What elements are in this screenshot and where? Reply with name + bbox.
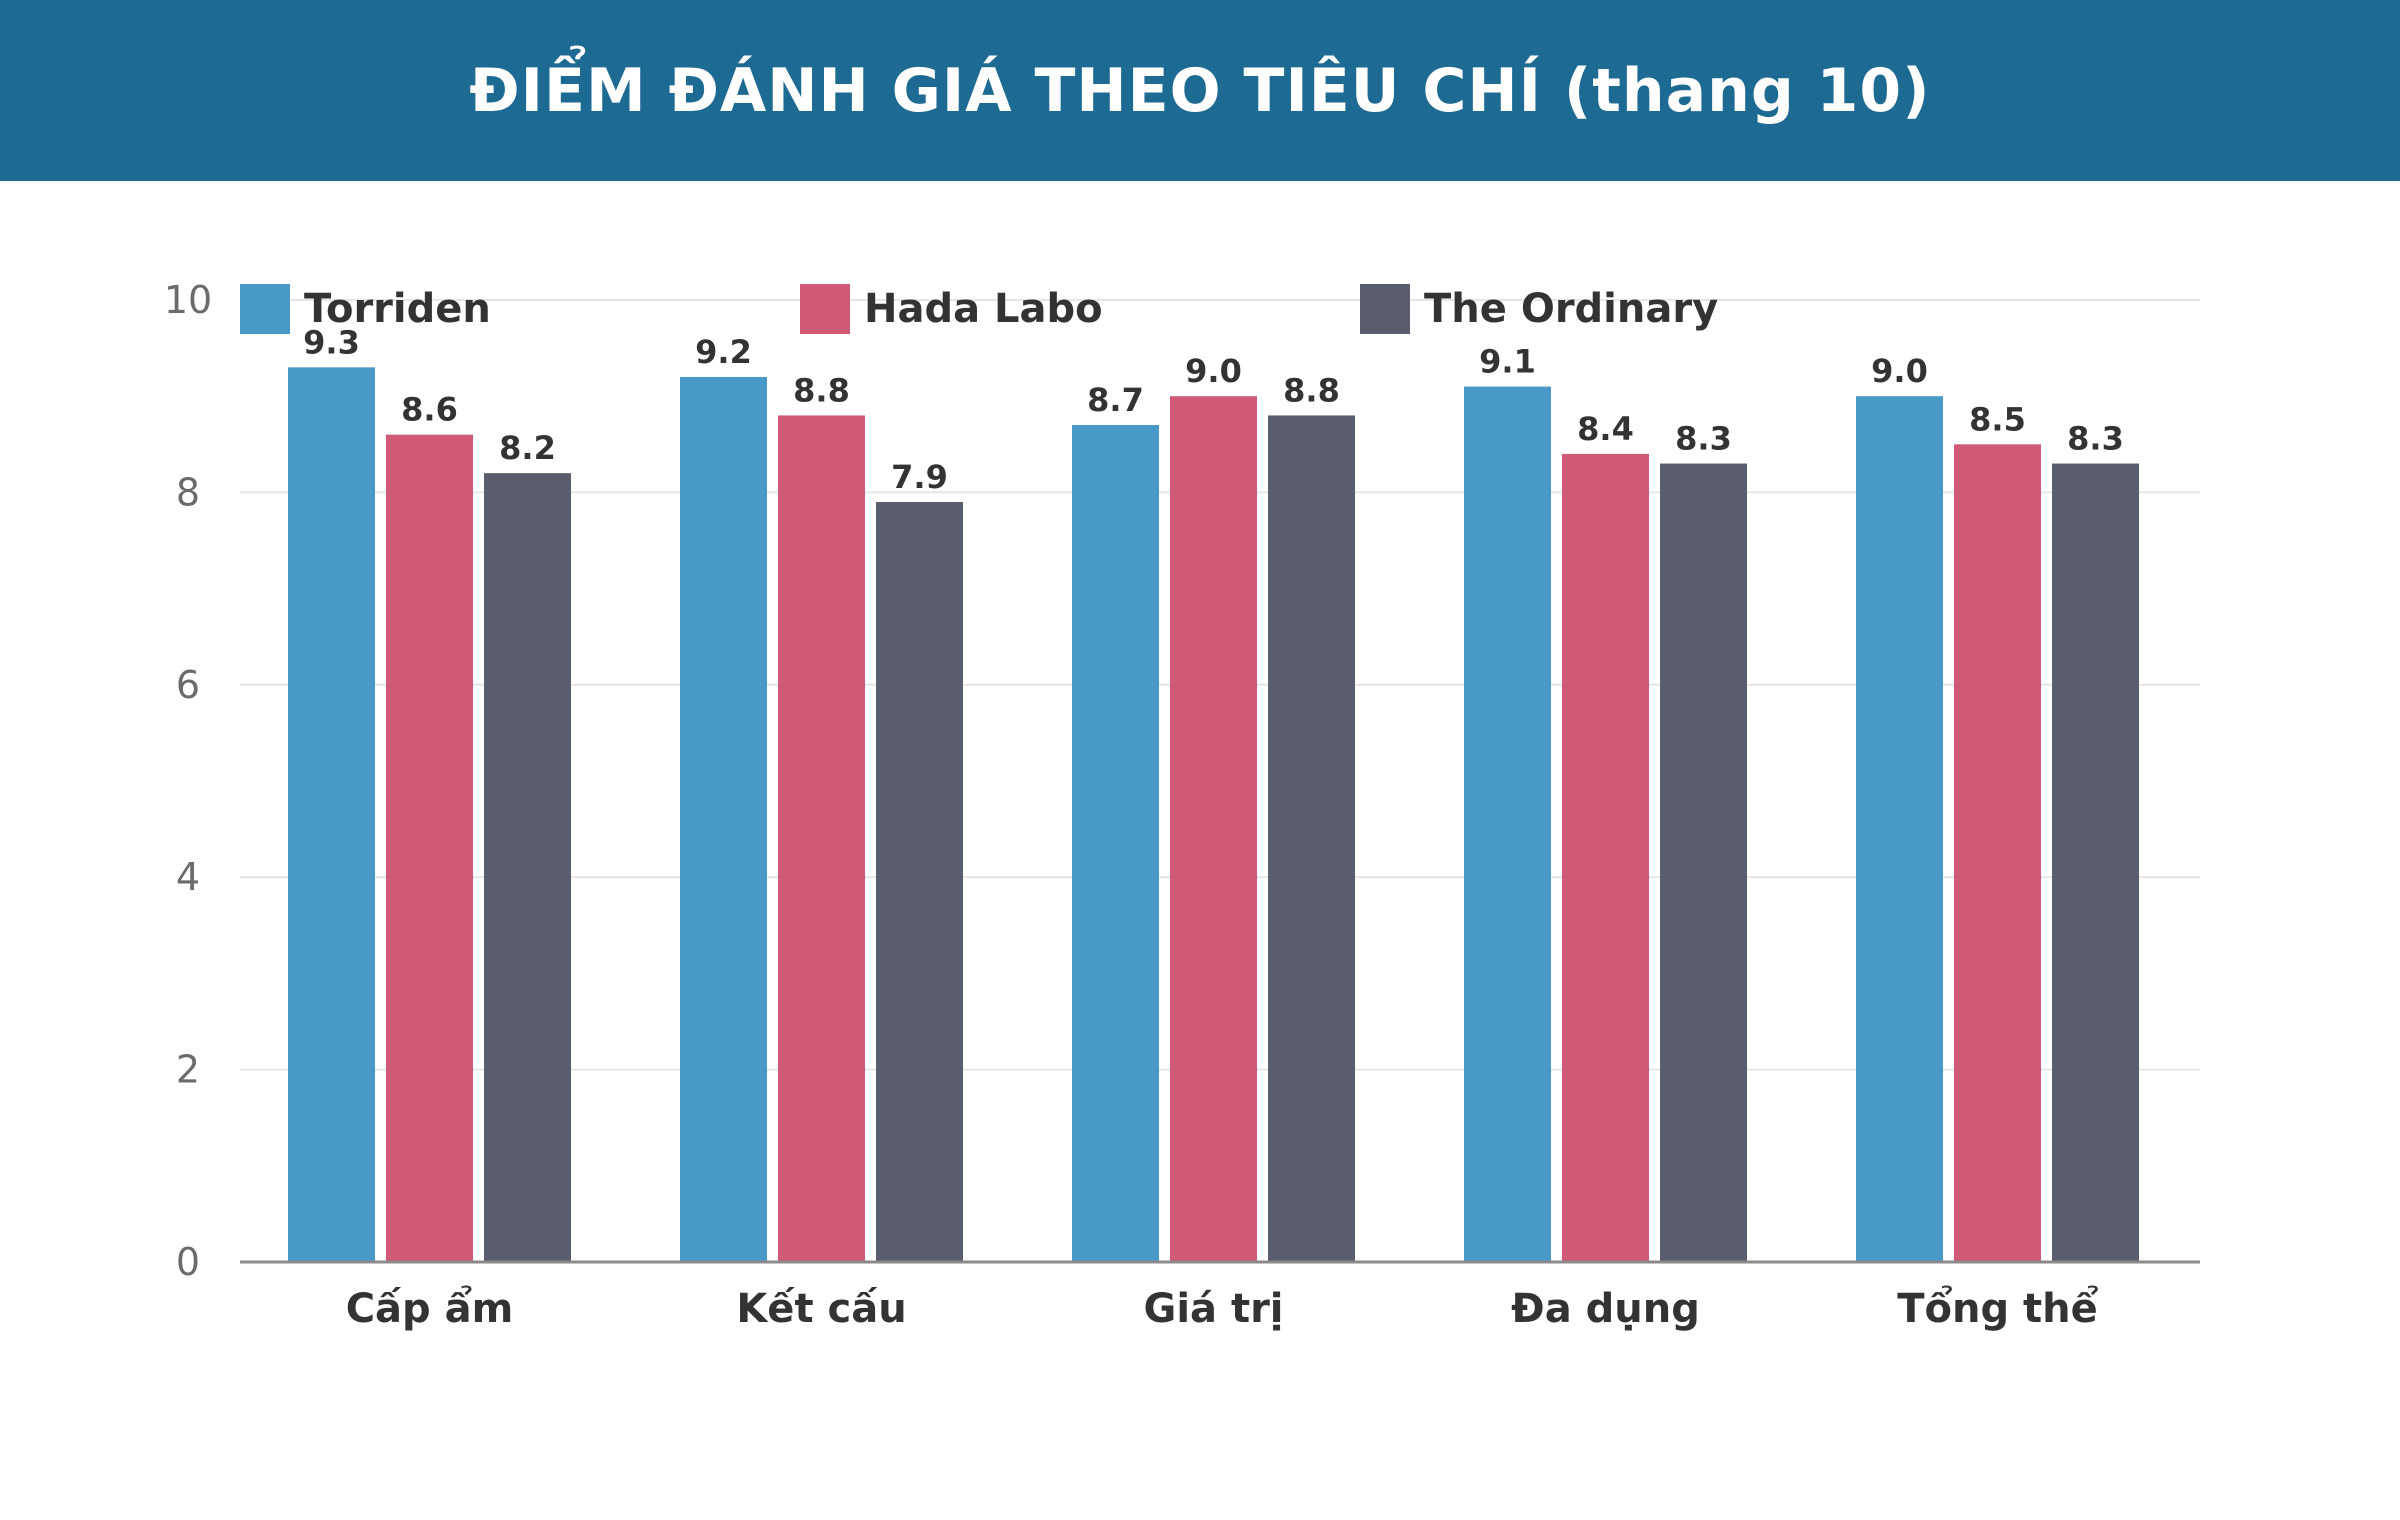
bar — [1660, 463, 1747, 1262]
bar — [778, 415, 865, 1262]
chart-title: ĐIỂM ĐÁNH GIÁ THEO TIÊU CHÍ (thang 10) — [469, 55, 1931, 126]
legend-label: Torriden — [304, 286, 491, 332]
data-label: 8.6 — [401, 391, 458, 429]
y-tick-label: 0 — [176, 1240, 200, 1284]
y-tick-label: 6 — [176, 663, 200, 707]
data-label: 9.0 — [1185, 352, 1242, 390]
data-label: 8.2 — [499, 429, 556, 467]
x-tick-label: Cấp ẩm — [346, 1284, 514, 1332]
bar — [1268, 415, 1355, 1262]
data-label: 8.3 — [2067, 420, 2124, 458]
x-tick-label: Tổng thể — [1897, 1284, 2098, 1332]
data-label: 9.1 — [1479, 343, 1536, 381]
bar — [288, 367, 375, 1263]
y-tick-label: 2 — [176, 1048, 200, 1092]
bar — [386, 434, 473, 1262]
bar — [1464, 386, 1551, 1263]
chart-header: ĐIỂM ĐÁNH GIÁ THEO TIÊU CHÍ (thang 10) — [0, 0, 2400, 181]
bar — [876, 502, 963, 1262]
legend-label: Hada Labo — [864, 286, 1103, 332]
data-label: 8.8 — [793, 371, 850, 409]
data-label: 8.8 — [1283, 371, 1340, 409]
bars — [288, 367, 2139, 1263]
legend-swatch — [240, 284, 290, 334]
bar — [1856, 396, 1943, 1262]
bar — [2052, 463, 2139, 1262]
x-tick-label: Kết cấu — [736, 1286, 906, 1332]
data-label: 8.5 — [1969, 400, 2026, 438]
y-tick-label: 10 — [164, 278, 212, 322]
bar — [1562, 453, 1649, 1262]
x-tick-label: Giá trị — [1143, 1286, 1283, 1332]
bar — [1954, 444, 2041, 1262]
y-tick-label: 8 — [176, 470, 200, 514]
data-labels: 9.3 9.2 8.7 9.1 9.0 8.6 8.8 9.0 8.4 8.5 8.2 7.9 8.8 8… — [303, 323, 2124, 496]
data-label: 8.7 — [1087, 381, 1144, 419]
data-label: 8.3 — [1675, 420, 1732, 458]
legend-swatch — [1360, 284, 1410, 334]
legend-swatch — [800, 284, 850, 334]
legend: Torriden Hada Labo The Ordinary — [240, 284, 1718, 334]
legend-label: The Ordinary — [1424, 286, 1718, 332]
data-label: 9.0 — [1871, 352, 1928, 390]
bar — [484, 473, 571, 1262]
bar — [680, 376, 767, 1263]
data-label: 8.4 — [1577, 410, 1634, 448]
data-label: 9.3 — [303, 323, 360, 361]
data-label: 9.2 — [695, 333, 752, 371]
bar — [1072, 425, 1159, 1262]
data-label: 7.9 — [891, 458, 948, 496]
bar — [1170, 396, 1257, 1262]
y-tick-label: 4 — [176, 855, 200, 899]
x-tick-label: Đa dụng — [1511, 1286, 1700, 1332]
x-axis-ticks: Cấp ẩm Kết cấu Giá trị Đa dụng Tổng thể — [346, 1284, 2099, 1332]
y-axis-ticks: 0 2 4 6 8 10 — [164, 278, 212, 1284]
